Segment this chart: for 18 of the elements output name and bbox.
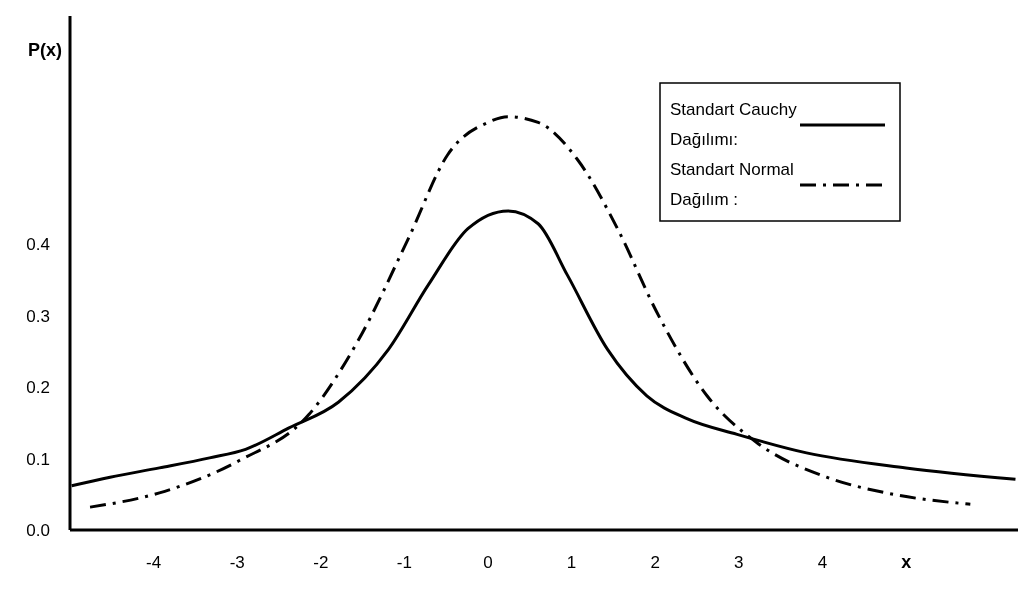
y-tick-label: 0.3 bbox=[26, 306, 50, 326]
x-tick-label: 0 bbox=[483, 553, 493, 572]
x-tick-label: -4 bbox=[146, 553, 162, 572]
y-axis-title: P(x) bbox=[27, 40, 62, 60]
y-tick-label: 0.2 bbox=[26, 378, 50, 398]
x-tick-label: -1 bbox=[396, 553, 412, 572]
x-tick-label: -3 bbox=[229, 553, 245, 572]
x-tick-label: 2 bbox=[650, 553, 660, 572]
x-tick-label: 1 bbox=[566, 553, 577, 572]
x-tick-label: 3 bbox=[734, 553, 744, 572]
x-tick-label: 4 bbox=[817, 553, 828, 572]
x-axis-title: x bbox=[901, 552, 912, 572]
y-tick-label: 0.4 bbox=[26, 235, 50, 255]
legend-label: Standart Normal Dağılım : bbox=[670, 160, 794, 209]
legend-label: Standart Cauchy Dağılımı: bbox=[670, 100, 798, 149]
y-tick-label: 0.0 bbox=[26, 520, 50, 540]
y-tick-label: 0.1 bbox=[26, 449, 50, 469]
x-tick-label: -2 bbox=[313, 553, 329, 572]
